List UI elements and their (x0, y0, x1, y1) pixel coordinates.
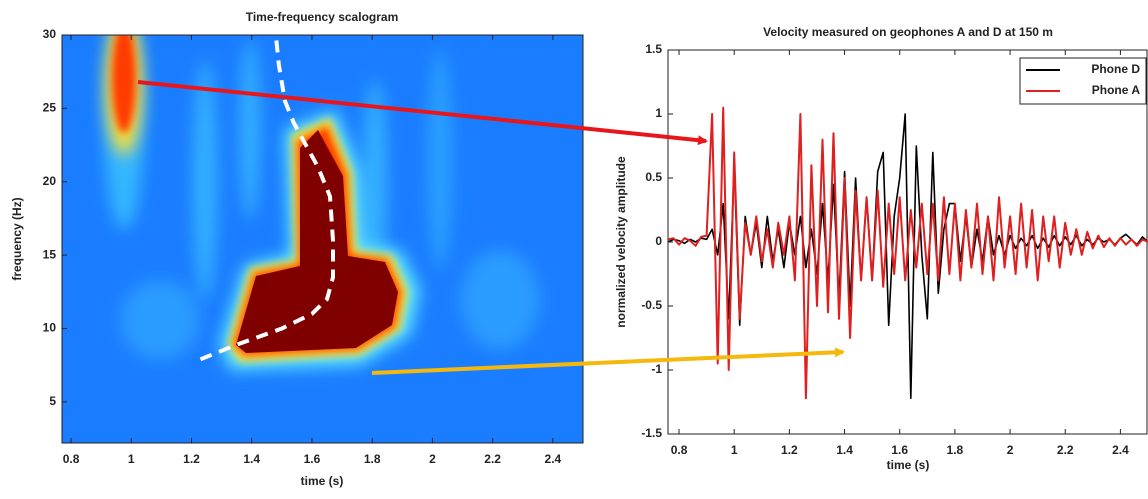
y-axis-label: normalized velocity amplitude (614, 156, 628, 328)
x-tick-label: 1.2 (781, 443, 798, 457)
x-tick-label: 2.4 (1112, 443, 1129, 457)
x-tick-label: 2 (429, 452, 436, 466)
annotation-arrow (371, 347, 845, 375)
x-tick-label: 0.8 (671, 443, 688, 457)
x-tick-label: 0.8 (63, 452, 80, 466)
legend-box (1019, 57, 1147, 105)
legend: Phone D Phone A (1019, 57, 1147, 105)
y-tick-label: -1 (651, 362, 662, 376)
y-tick-label: 10 (43, 321, 57, 335)
x-axis-label: time (s) (301, 474, 344, 488)
y-tick-label: 30 (43, 27, 57, 41)
plot-frame (61, 34, 584, 444)
x-tick-label: 2 (1007, 443, 1014, 457)
x-tick-label: 1.4 (243, 452, 260, 466)
signal-layer (668, 106, 1148, 400)
y-tick-label: 5 (49, 394, 56, 408)
legend-label: Phone A (1092, 83, 1141, 97)
x-tick-label: 1.6 (891, 443, 908, 457)
scalogram-image (62, 35, 583, 443)
x-tick-label: 2.2 (1057, 443, 1074, 457)
y-tick-label: 1.5 (645, 42, 662, 56)
x-tick-label: 2.2 (484, 452, 501, 466)
x-axis-label: time (s) (887, 458, 930, 472)
y-tick-label: 1 (655, 106, 662, 120)
series-line (668, 106, 1148, 400)
y-tick-label: 15 (43, 247, 57, 261)
x-tick-label: 1.2 (183, 452, 200, 466)
scalogram-layer (199, 34, 335, 362)
annotation-arrow (137, 80, 708, 146)
chart-title: Velocity measured on geophones A and D a… (763, 25, 1053, 39)
x-tick-label: 1.6 (304, 452, 321, 466)
chart-title: Time-frequency scalogram (246, 10, 399, 24)
ridge-curve (199, 34, 335, 362)
y-tick-label: 0.5 (645, 170, 662, 184)
x-tick-label: 1.4 (836, 443, 853, 457)
y-tick-label: -1.5 (641, 426, 662, 440)
legend-label: Phone D (1091, 62, 1140, 76)
y-axis-label: frequency (Hz) (10, 197, 24, 280)
y-tick-label: 25 (43, 101, 57, 115)
x-tick-label: 1.8 (364, 452, 381, 466)
y-tick-label: 0 (655, 234, 662, 248)
x-tick-label: 1.8 (947, 443, 964, 457)
x-tick-label: 2.4 (545, 452, 562, 466)
x-tick-label: 1 (128, 452, 135, 466)
y-tick-label: 20 (43, 174, 57, 188)
x-tick-label: 1 (731, 443, 738, 457)
y-tick-label: -0.5 (641, 298, 662, 312)
